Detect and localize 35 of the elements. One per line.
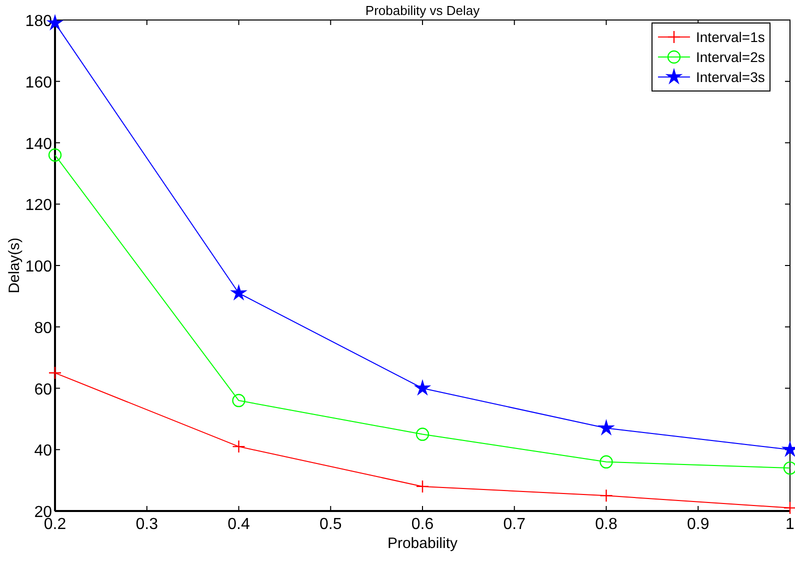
point [416,480,430,494]
y-tick-label: 180 [25,13,52,30]
point [416,428,430,441]
point [415,380,430,395]
legend-label: Interval=3s [696,69,765,85]
point [231,286,246,300]
y-axis-title: Delay(s) [6,238,23,294]
y-tick-label: 80 [34,320,52,337]
y-tick-label: 100 [25,258,52,276]
point [48,148,62,162]
point [232,394,246,408]
chart-title: Probability vs Delay [365,3,480,18]
x-tick-label: 0.8 [595,516,618,533]
y-tick-label: 60 [34,381,52,398]
legend-label: Interval=2s [696,49,765,65]
x-tick-label: 0.7 [503,516,526,533]
legend-label: Interval=1s [696,29,765,45]
point [598,420,614,434]
x-axis-title: Probability [387,535,458,552]
x-tick-label: 0.4 [228,516,250,533]
point [600,455,613,468]
point [600,489,613,502]
point [783,501,795,515]
point [232,440,246,454]
x-tick-label: 1 [786,516,795,533]
y-tick-label: 140 [25,136,52,153]
y-tick-label: 160 [25,74,52,92]
x-tick-label: 0.5 [320,516,342,533]
point [783,461,795,475]
x-tick-label: 0.9 [687,516,710,533]
y-tick-label: 40 [34,442,52,460]
x-tick-label: 0.6 [411,516,434,533]
y-tick-label: 120 [25,197,52,214]
x-tick-label: 0.3 [136,516,158,533]
point [48,366,62,380]
